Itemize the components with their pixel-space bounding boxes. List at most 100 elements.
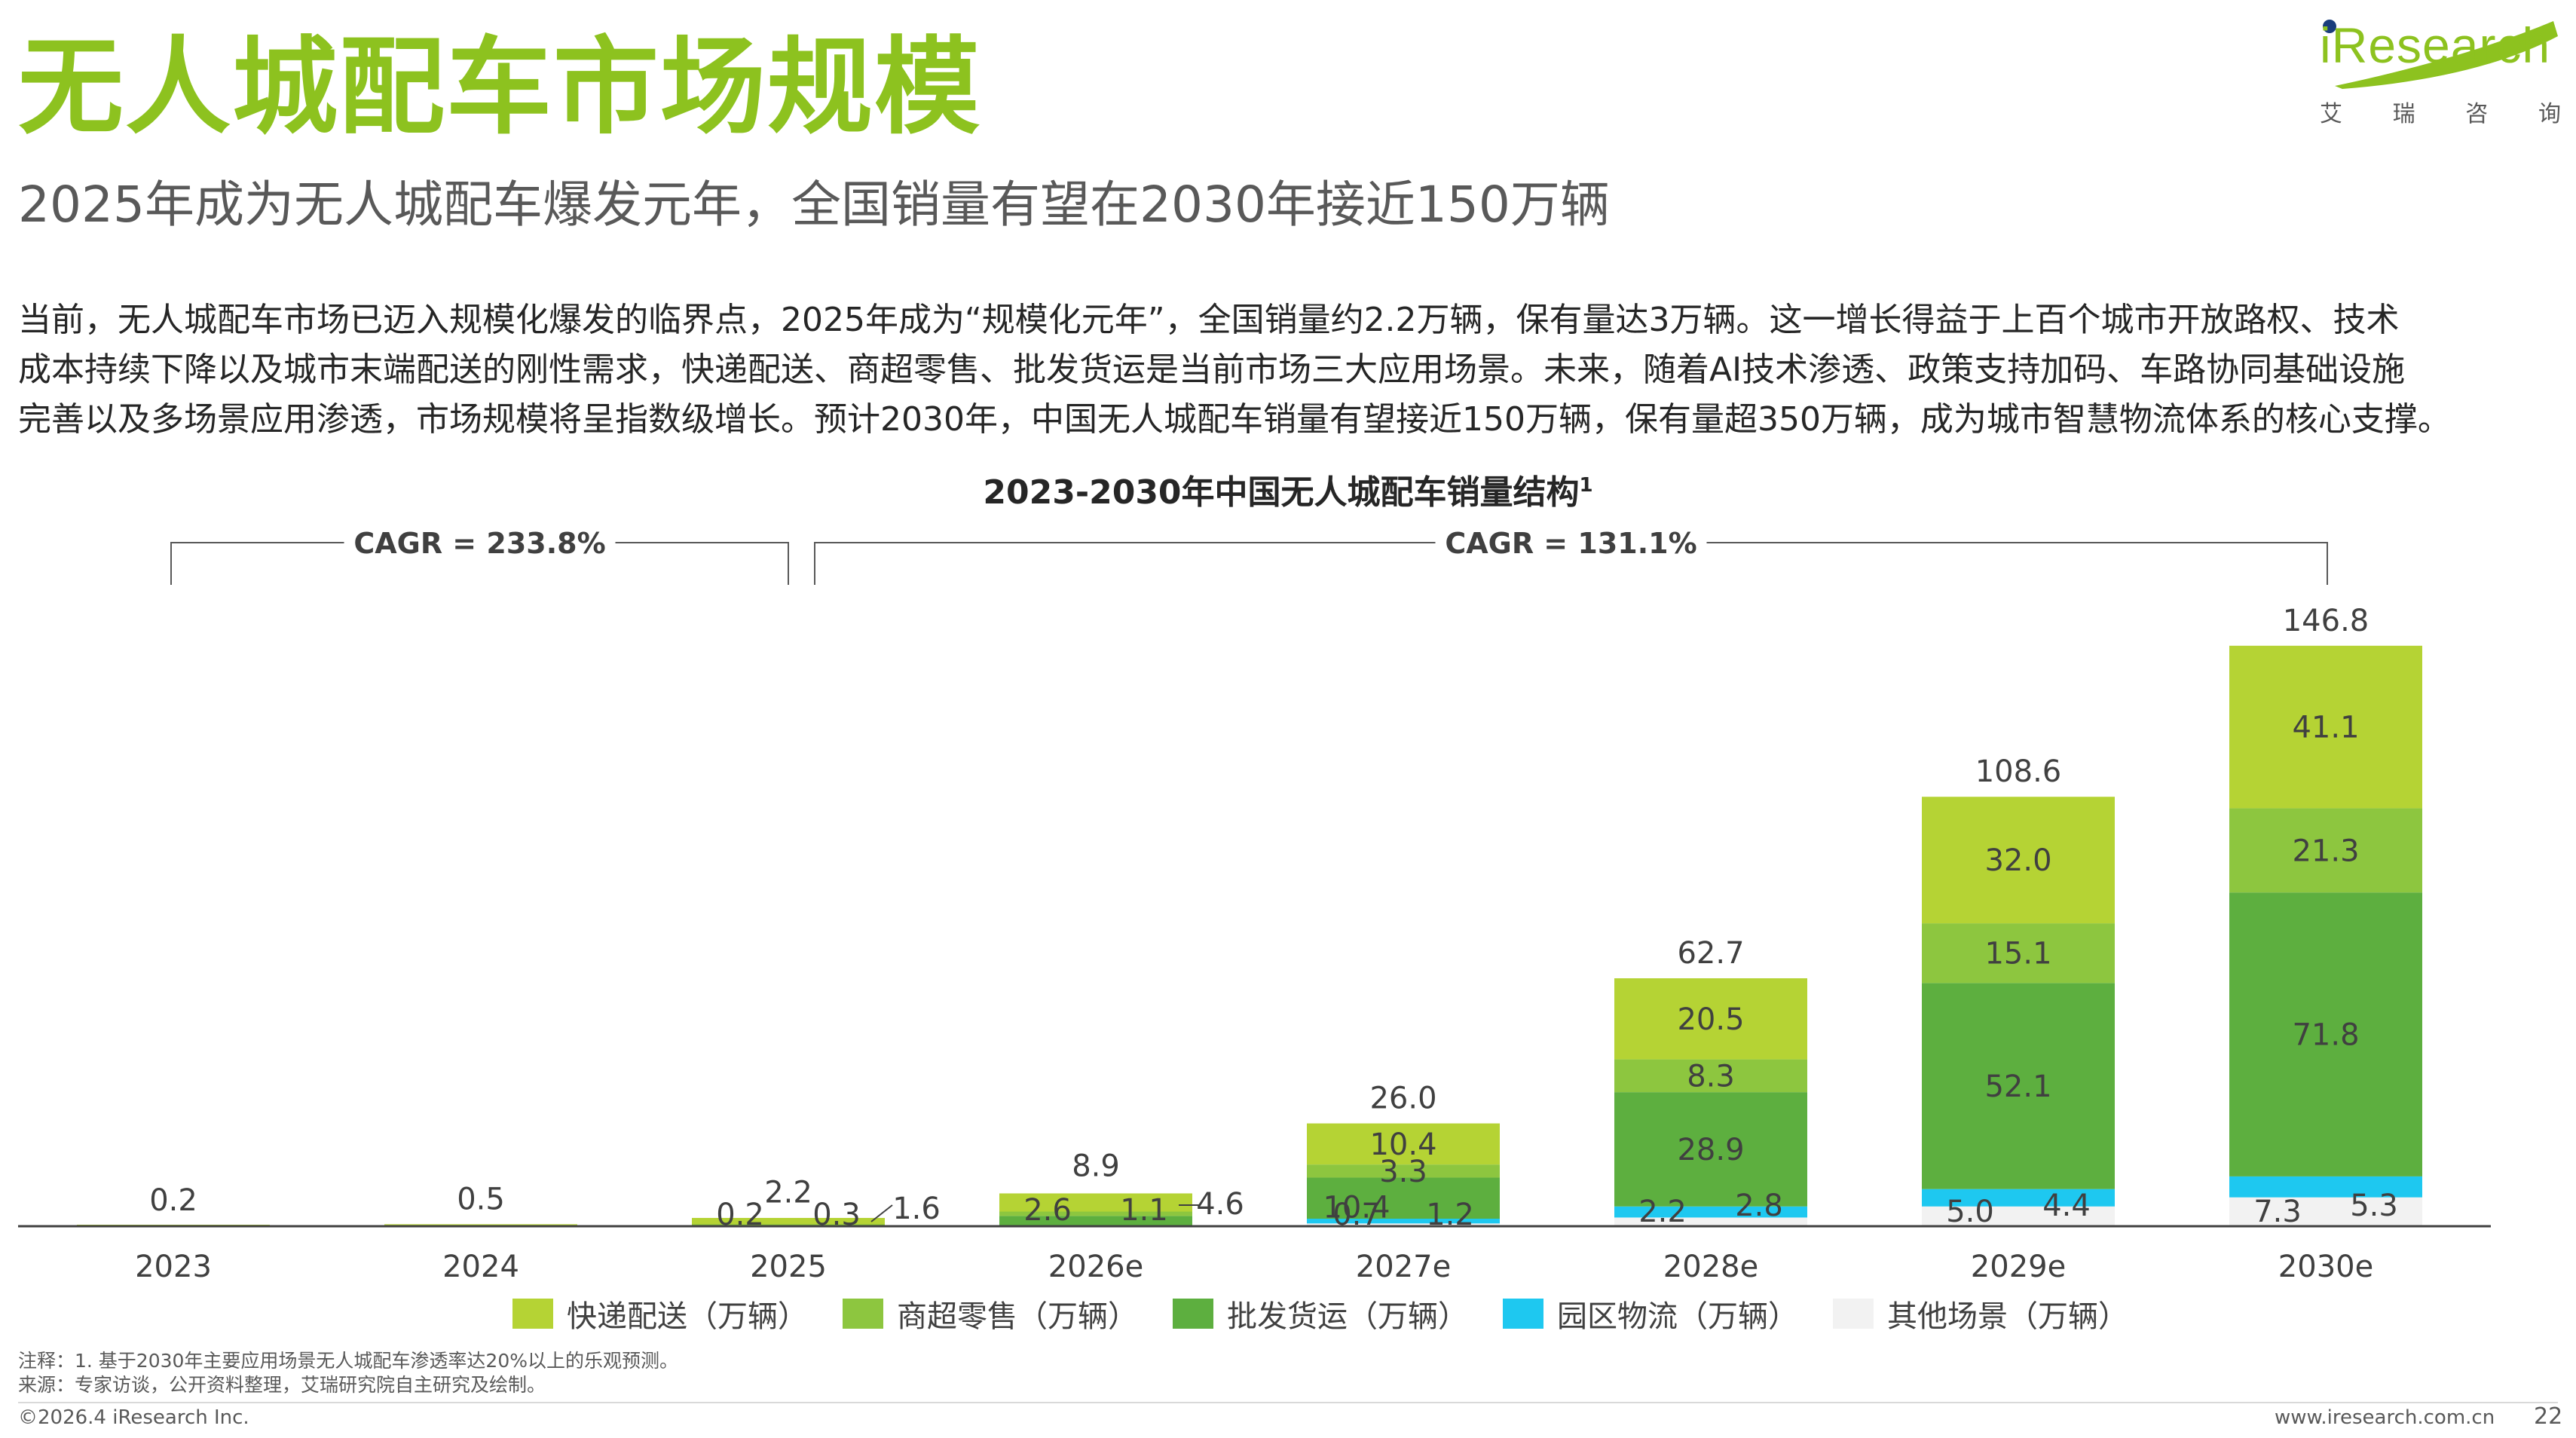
legend-swatch <box>843 1299 883 1329</box>
x-tick-label: 2026e <box>1048 1250 1143 1284</box>
segment-label: 32.0 <box>1984 843 2051 878</box>
segment-label: 52.1 <box>1984 1069 2051 1104</box>
x-tick-label: 2025 <box>750 1250 827 1284</box>
segment-label: 7.3 <box>2253 1195 2302 1229</box>
bar-segment <box>1614 1217 1807 1226</box>
legend-item: 快递配送（万辆） <box>512 1292 808 1336</box>
segment-label: 8.3 <box>1687 1059 1735 1094</box>
chart-title: 2023-2030年中国无人城配车销量结构1 <box>983 473 1592 512</box>
x-tick-label: 2027e <box>1356 1250 1451 1284</box>
chart-legend: 快递配送（万辆） 商超零售（万辆） 批发货运（万辆） 园区物流（万辆） 其他场景（万辆） <box>512 1295 2163 1334</box>
page-subtitle: 2025年成为无人城配车爆发元年，全国销量有望在2030年接近150万辆 <box>18 176 1610 234</box>
body-line: 成本持续下降以及城市末端配送的刚性需求，快递配送、商超零售、批发货运是当前市场三… <box>18 350 2406 389</box>
total-label: 108.6 <box>1975 754 2062 789</box>
segment-label: 71.8 <box>2292 1018 2359 1053</box>
segment-label: 21.3 <box>2292 834 2359 868</box>
segment-label: 0.7 <box>1332 1198 1381 1232</box>
bar-segment <box>1614 1059 1807 1093</box>
legend-swatch <box>1173 1299 1213 1329</box>
cagr-bracket <box>814 542 1436 585</box>
segment-label: 10.4 <box>1369 1127 1436 1162</box>
total-label: 26.0 <box>1369 1082 1436 1116</box>
website-url: www.iresearch.com.cn <box>2275 1406 2495 1429</box>
bar-segment <box>1307 1164 1500 1178</box>
logo-text: iResearch <box>2320 17 2551 73</box>
body-line: 当前，无人城配车市场已迈入规模化爆发的临界点，2025年成为“规模化元年”，全国… <box>18 301 2400 339</box>
bar-segment <box>999 1193 1192 1212</box>
logo-dot-icon <box>2323 20 2336 33</box>
segment-label: 1.6 <box>892 1192 941 1226</box>
bar-segment <box>2229 645 2422 809</box>
cagr-label: CAGR = 131.1% <box>1445 527 1696 560</box>
legend-label: 其他场景（万辆） <box>1887 1299 2128 1334</box>
legend-label: 快递配送（万辆） <box>567 1299 808 1334</box>
segment-label: 3.3 <box>1379 1155 1427 1189</box>
segment-label: 20.5 <box>1677 1002 1744 1037</box>
sales-structure-chart: 2023-2030年中国无人城配车销量结构1 CAGR = 233.8% CAGR… <box>18 473 2491 1284</box>
iresearch-logo: iResearch 艾 瑞 咨 询 <box>2312 14 2561 127</box>
legend-item: 园区物流（万辆） <box>1503 1292 1798 1336</box>
segment-label: 2.8 <box>1735 1189 1783 1223</box>
logo-swoosh-icon <box>2335 21 2558 89</box>
x-tick-label: 2029e <box>1971 1250 2066 1284</box>
copyright: ©2026.4 iResearch Inc. <box>18 1406 249 1429</box>
x-tick-labels: 2023 2024 2025 2026e 2027e 2028e 2029e 2030e <box>135 1250 2373 1284</box>
cagr-bracket <box>170 542 344 585</box>
bar-segment <box>1307 1123 1500 1165</box>
segment-label: 0.3 <box>812 1198 861 1232</box>
bar-segment <box>1922 797 2115 924</box>
x-tick-label: 2024 <box>442 1250 519 1284</box>
bar-segment <box>1614 978 1807 1060</box>
segment-label: 1.1 <box>1120 1193 1168 1228</box>
legend-swatch <box>512 1299 553 1329</box>
bar-segment <box>2229 892 2422 1176</box>
body-paragraph: 当前，无人城配车市场已迈入规模化爆发的临界点，2025年成为“规模化元年”，全国… <box>18 295 2520 445</box>
total-label: 146.8 <box>2283 604 2369 638</box>
bar-segment <box>999 1210 1192 1216</box>
footnote: 注释：1. 基于2030年主要应用场景无人城配车渗透率达20%以上的乐观预测。 <box>18 1350 678 1372</box>
segment-label: 10.4 <box>1323 1191 1390 1225</box>
segment-label: 15.1 <box>1984 937 2051 971</box>
total-label: 8.9 <box>1072 1149 1120 1183</box>
legend-swatch <box>1503 1299 1543 1329</box>
segment-label: 28.9 <box>1677 1133 1744 1167</box>
x-tick-label: 2030e <box>2278 1250 2373 1284</box>
bar-segment <box>2229 1197 2422 1226</box>
legend-item: 其他场景（万辆） <box>1833 1292 2128 1336</box>
legend-label: 批发货运（万辆） <box>1227 1299 1468 1334</box>
bar-segment <box>1922 983 2115 1189</box>
bar-segment <box>1922 1189 2115 1207</box>
cagr-bracket <box>1706 542 2328 585</box>
segment-label: 4.6 <box>1196 1187 1244 1222</box>
cagr-bracket <box>615 542 789 585</box>
segment-label: 5.0 <box>1946 1195 1994 1229</box>
cagr-annotations: CAGR = 233.8% CAGR = 131.1% <box>170 527 2328 585</box>
segment-label: 4.4 <box>2042 1189 2091 1223</box>
legend-label: 园区物流（万辆） <box>1557 1299 1798 1334</box>
total-label: 2.2 <box>764 1175 812 1210</box>
notes: 注释：1. 基于2030年主要应用场景无人城配车渗透率达20%以上的乐观预测。 … <box>18 1349 678 1397</box>
page-title: 无人城配车市场规模 <box>18 26 982 149</box>
segment-label: 41.1 <box>2292 711 2359 745</box>
segment-label: 0.2 <box>716 1198 764 1232</box>
x-tick-label: 2023 <box>135 1250 212 1284</box>
legend-item: 商超零售（万辆） <box>843 1292 1138 1336</box>
segment-label: 5.3 <box>2350 1189 2398 1223</box>
total-label: 0.2 <box>149 1183 197 1218</box>
footer-divider <box>18 1402 2558 1403</box>
leader-line <box>870 1204 893 1222</box>
bar-segment <box>692 1217 885 1225</box>
bar-segment <box>1614 1206 1807 1218</box>
total-label: 62.7 <box>1677 936 1744 971</box>
legend-item: 批发货运（万辆） <box>1173 1292 1468 1336</box>
bar-segment <box>1922 1206 2115 1226</box>
bar-segment <box>1307 1177 1500 1219</box>
segment-label: 1.2 <box>1426 1198 1474 1232</box>
page-number: 22 <box>2534 1403 2563 1430</box>
bar-segment <box>2229 808 2422 893</box>
bar-segment <box>2229 1176 2422 1198</box>
total-label: 0.5 <box>457 1182 505 1216</box>
legend-swatch <box>1833 1299 1874 1329</box>
segment-label: 2.2 <box>1638 1195 1687 1229</box>
legend-label: 商超零售（万辆） <box>897 1299 1138 1334</box>
